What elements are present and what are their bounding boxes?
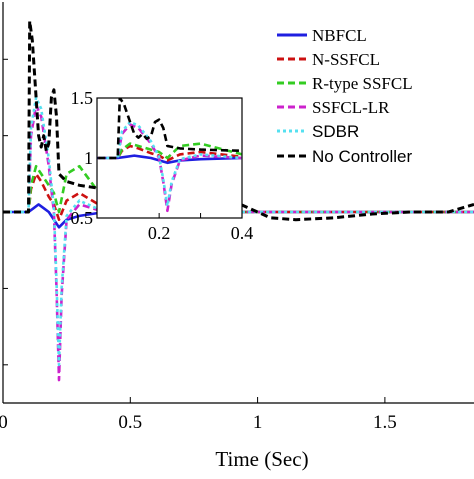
legend-background (272, 20, 472, 170)
legend-label: SSFCL-LR (312, 98, 390, 117)
legend-label: R-type SSFCL (312, 74, 413, 93)
inset-series-line-ssfcl-lr (97, 123, 242, 213)
x-tick-label: 0.5 (118, 412, 142, 433)
inset-axes: 1.5 1 0.5 0.2 0.4 (71, 88, 254, 243)
inset-y-tick-label: 1.5 (71, 88, 94, 108)
legend-label: No Controller (312, 147, 412, 166)
x-tick-label: 1.5 (373, 412, 397, 433)
x-axis-title: Time (Sec) (215, 447, 308, 471)
inset-series-line-r-type-ssfcl (97, 142, 242, 160)
inset-x-tick-label: 0.2 (148, 223, 171, 243)
series-line-r-type-ssfcl (3, 164, 474, 214)
legend-label: NBFCL (312, 26, 367, 45)
x-tick-label: 0 (0, 412, 8, 433)
inset-y-tick-label: 1 (84, 148, 93, 168)
inset-x-tick-label: 0.4 (231, 223, 254, 243)
inset-plot-area (97, 98, 242, 218)
main-axes: 0 0.5 1 1.5 (0, 2, 474, 433)
legend: NBFCL N-SSFCL R-type SSFCL SSFCL-LR SDBR No C… (272, 20, 472, 170)
inset-series-line-nbfcl (97, 154, 242, 165)
legend-label: SDBR (312, 122, 359, 141)
inset-series-line-no-controller (97, 98, 242, 160)
inset-series-line-n-ssfcl (97, 144, 242, 162)
x-tick-label: 1 (253, 412, 263, 433)
series-line-no-controller (3, 19, 474, 222)
legend-label: N-SSFCL (312, 50, 380, 69)
inset-y-tick-label: 0.5 (71, 208, 94, 228)
